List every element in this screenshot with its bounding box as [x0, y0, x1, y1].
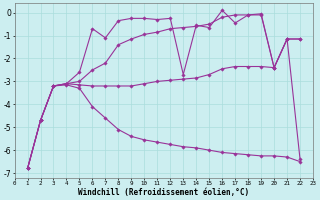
X-axis label: Windchill (Refroidissement éolien,°C): Windchill (Refroidissement éolien,°C)	[78, 188, 249, 197]
